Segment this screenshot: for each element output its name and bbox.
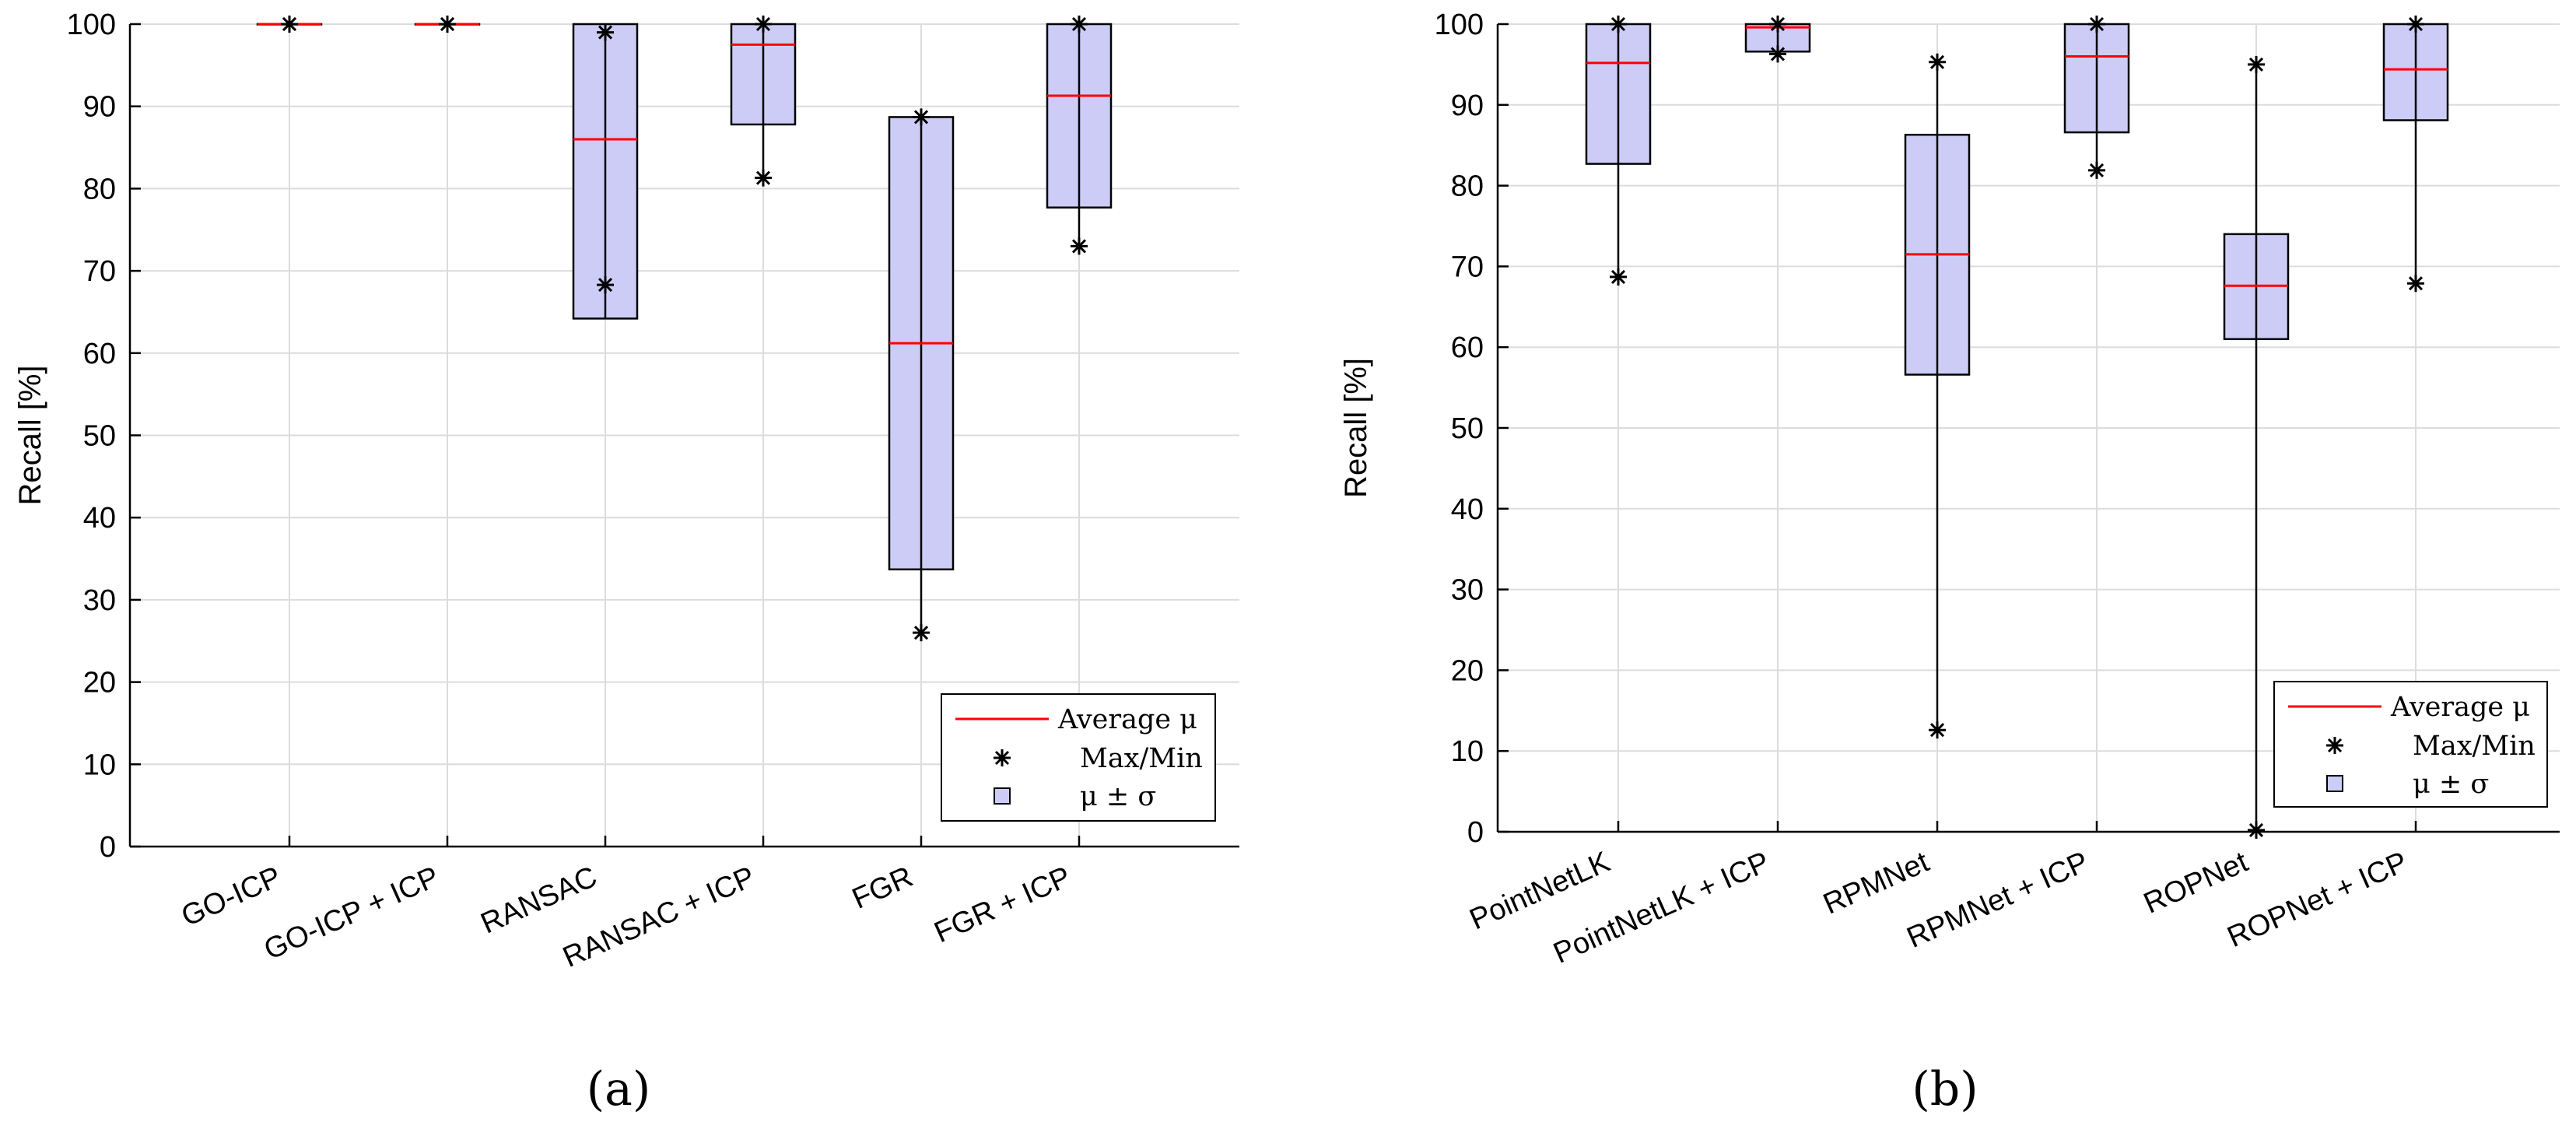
y-axis-label: Recall [%] bbox=[13, 365, 47, 505]
max-marker bbox=[1610, 16, 1627, 33]
min-marker bbox=[1929, 721, 1946, 739]
min-marker bbox=[1610, 268, 1627, 286]
legend-mean-label: Average μ bbox=[2390, 692, 2530, 723]
y-axis-label: Recall [%] bbox=[1339, 358, 1373, 498]
legend-extrema-swatch bbox=[994, 749, 1011, 766]
legend-std-swatch bbox=[994, 787, 1011, 805]
box-a-0 bbox=[256, 16, 323, 33]
legend-std-label: μ ± σ bbox=[1080, 781, 1156, 812]
y-tick-label: 30 bbox=[83, 584, 116, 617]
chart-panel-b: 0102030405060708090100PointNetLKPointNet… bbox=[1339, 9, 2560, 1117]
legend-extrema-label: Max/Min bbox=[2413, 731, 2536, 762]
panel-label: (b) bbox=[1912, 1062, 1978, 1117]
box-b-2 bbox=[1904, 53, 1971, 739]
min-marker bbox=[755, 169, 772, 187]
x-tick-label: ROPNet + ICP bbox=[2223, 846, 2413, 954]
legend-extrema-swatch bbox=[2326, 737, 2343, 754]
y-tick-label: 90 bbox=[83, 91, 116, 124]
y-tick-label: 60 bbox=[1451, 331, 1484, 364]
legend-std-swatch bbox=[2326, 775, 2343, 792]
max-marker bbox=[755, 16, 772, 33]
panel-label: (a) bbox=[587, 1062, 651, 1117]
min-marker bbox=[2248, 821, 2265, 839]
max-marker bbox=[2088, 16, 2105, 33]
y-tick-label: 10 bbox=[1451, 735, 1484, 768]
y-tick-label: 20 bbox=[1451, 654, 1484, 687]
legend-extrema-label: Max/Min bbox=[1080, 743, 1203, 774]
y-tick-label: 0 bbox=[1467, 816, 1484, 849]
max-marker bbox=[913, 108, 930, 126]
box-b-4 bbox=[2223, 55, 2290, 839]
y-tick-label: 60 bbox=[83, 338, 116, 370]
legend-mean-label: Average μ bbox=[1057, 704, 1197, 735]
y-tick-label: 80 bbox=[83, 173, 116, 205]
max-marker bbox=[2407, 16, 2424, 33]
box-b-1 bbox=[1744, 16, 1811, 63]
min-marker bbox=[2407, 275, 2424, 293]
x-tick-label: GO-ICP bbox=[177, 861, 286, 933]
min-marker bbox=[281, 16, 298, 33]
max-marker bbox=[597, 23, 614, 41]
y-tick-label: 20 bbox=[83, 667, 116, 699]
max-marker bbox=[1929, 53, 1946, 71]
y-tick-label: 100 bbox=[1435, 9, 1484, 41]
max-marker bbox=[2248, 55, 2265, 73]
min-marker bbox=[2088, 161, 2105, 179]
y-tick-label: 40 bbox=[1451, 493, 1484, 526]
x-tick-label: FGR + ICP bbox=[930, 861, 1076, 949]
min-marker bbox=[1071, 237, 1088, 255]
y-tick-label: 40 bbox=[83, 502, 116, 535]
box-a-5 bbox=[1046, 16, 1113, 255]
legend-std-label: μ ± σ bbox=[2413, 769, 2489, 800]
box-a-1 bbox=[414, 16, 481, 33]
legend: Average μ Max/Min μ ± σ bbox=[2273, 681, 2548, 808]
y-tick-label: 80 bbox=[1451, 170, 1484, 203]
x-tick-label: RPMNet bbox=[1818, 846, 1934, 921]
max-marker bbox=[1769, 16, 1786, 33]
y-tick-label: 30 bbox=[1451, 574, 1484, 607]
x-tick-label: RPMNet + ICP bbox=[1902, 846, 2094, 955]
max-marker bbox=[1071, 16, 1088, 33]
y-tick-label: 50 bbox=[83, 420, 116, 453]
min-marker bbox=[913, 624, 930, 642]
min-marker bbox=[439, 16, 456, 33]
y-tick-label: 0 bbox=[100, 831, 116, 864]
box-a-4 bbox=[888, 108, 955, 642]
x-tick-label: ROPNet bbox=[2139, 846, 2253, 920]
y-tick-label: 70 bbox=[83, 255, 116, 288]
y-tick-label: 90 bbox=[1451, 89, 1484, 122]
legend-box bbox=[941, 693, 1216, 822]
box-b-3 bbox=[2063, 16, 2130, 179]
min-marker bbox=[597, 276, 614, 294]
x-tick-label: RANSAC bbox=[476, 861, 602, 941]
legend: Average μ Max/Min μ ± σ bbox=[941, 693, 1216, 822]
min-marker bbox=[1769, 45, 1786, 63]
x-tick-label: GO-ICP + ICP bbox=[259, 861, 443, 966]
box-a-2 bbox=[572, 23, 639, 320]
box-b-0 bbox=[1585, 16, 1652, 286]
y-tick-label: 50 bbox=[1451, 412, 1484, 445]
x-tick-label: FGR bbox=[847, 861, 917, 916]
y-tick-label: 70 bbox=[1451, 251, 1484, 283]
legend-box bbox=[2273, 681, 2548, 808]
box-a-3 bbox=[730, 16, 797, 187]
y-tick-label: 100 bbox=[67, 9, 116, 41]
box-b-5 bbox=[2382, 16, 2449, 293]
y-tick-label: 10 bbox=[83, 749, 116, 781]
